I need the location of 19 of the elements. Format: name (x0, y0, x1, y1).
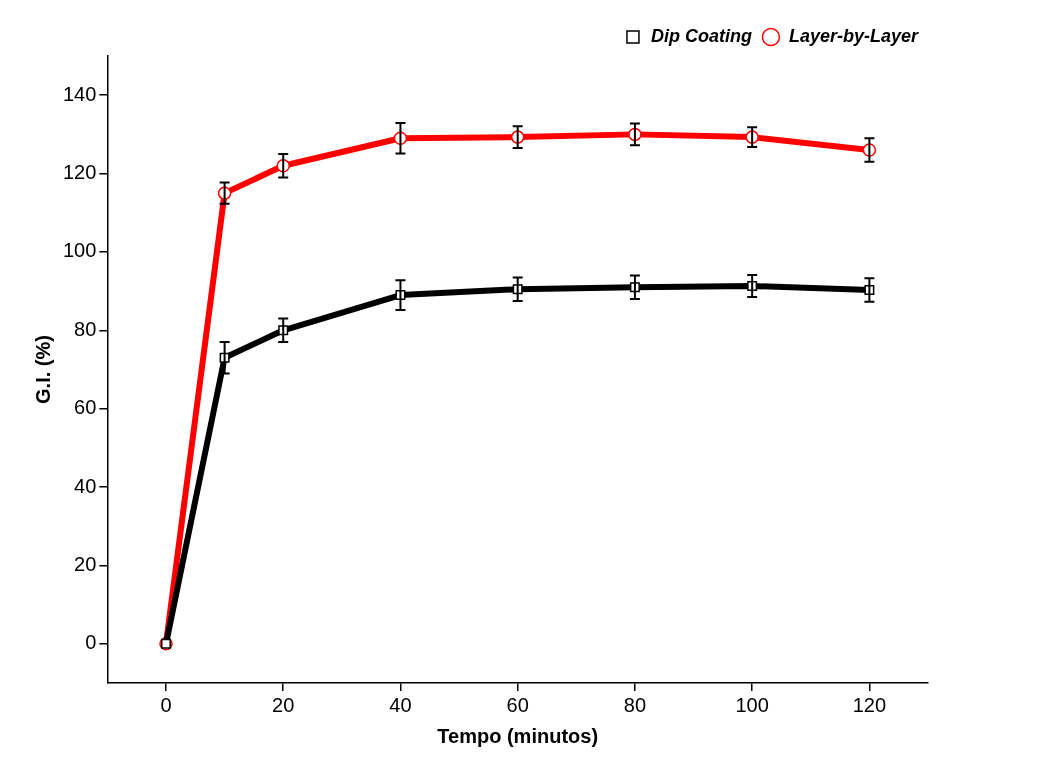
x-tick-label: 120 (852, 693, 887, 716)
y-tick-label: 20 (74, 552, 97, 575)
y-tick-label: 60 (74, 396, 97, 419)
x-tick-label: 80 (623, 693, 647, 716)
x-tick-label: 20 (272, 693, 295, 716)
y-tick-label: 140 (62, 82, 97, 105)
legend-label: Layer-by-Layer (788, 25, 919, 46)
x-tick-label: 0 (160, 693, 172, 716)
y-tick-label: 120 (62, 161, 97, 184)
x-tick-label: 40 (389, 693, 412, 716)
y-tick-label: 40 (74, 474, 97, 497)
x-tick-label: 100 (735, 693, 769, 716)
x-axis-title: Tempo (minutos) (437, 724, 599, 747)
y-tick-label: 100 (62, 239, 97, 262)
legend-label: Dip Coating (650, 25, 752, 46)
x-tick-label: 60 (506, 693, 529, 716)
y-axis-title: G.I. (%) (31, 335, 54, 404)
y-tick-label: 0 (85, 631, 97, 654)
y-tick-label: 80 (74, 317, 97, 340)
